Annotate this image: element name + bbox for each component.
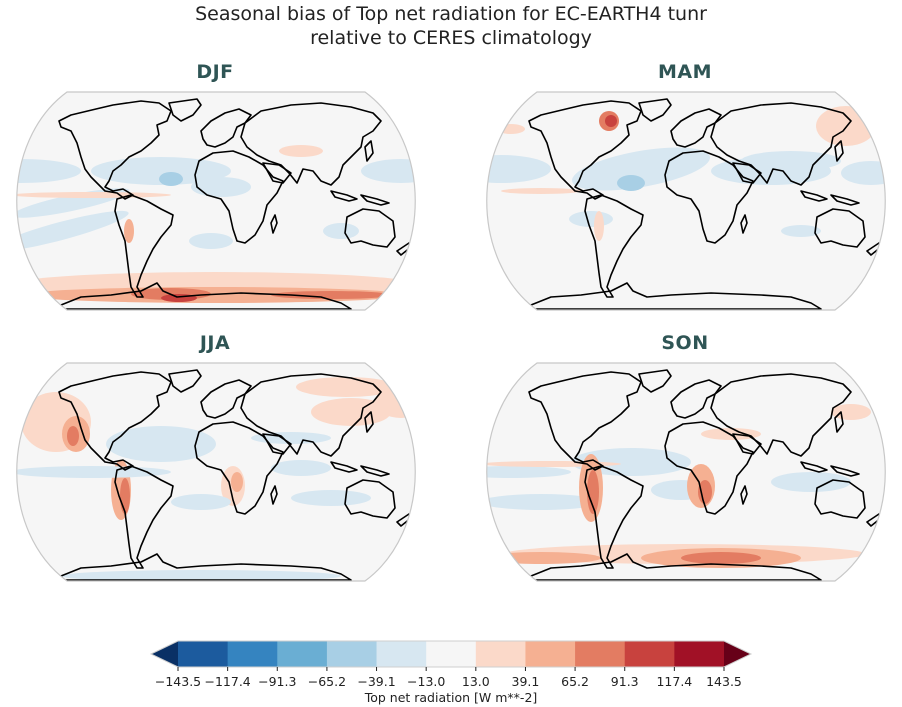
colorbar-tick-label: −91.3 bbox=[258, 674, 297, 689]
figure-title-line-1: Seasonal bias of Top net radiation for E… bbox=[195, 3, 707, 25]
map-panel-son bbox=[471, 362, 901, 582]
panel-title-mam: MAM bbox=[657, 61, 713, 83]
colorbar-tick-label: −143.5 bbox=[154, 674, 202, 689]
colorbar-tick-label: 117.4 bbox=[656, 674, 693, 689]
colorbar-extend-max bbox=[724, 641, 751, 667]
colorbar-tick-label: −13.0 bbox=[407, 674, 446, 689]
panel-title-jja: JJA bbox=[199, 332, 231, 354]
figure-title: Seasonal bias of Top net radiation for E… bbox=[0, 2, 902, 50]
map-panel-djf bbox=[1, 91, 431, 311]
panel-title-djf: DJF bbox=[196, 61, 234, 83]
colorbar-tick-label: 143.5 bbox=[706, 674, 742, 689]
colorbar-tick-label: 13.0 bbox=[461, 674, 490, 689]
colorbar-tick-label: −65.2 bbox=[307, 674, 347, 689]
colorbar-tick-label: −39.1 bbox=[357, 674, 396, 689]
colorbar-tick-label: 91.3 bbox=[610, 674, 639, 689]
colorbar-extend-min bbox=[151, 641, 178, 667]
colorbar bbox=[149, 640, 753, 671]
colorbar-tick-label: 39.1 bbox=[511, 674, 540, 689]
colorbar-label: Top net radiation [W m**-2] bbox=[364, 690, 538, 705]
panel-title-son: SON bbox=[661, 332, 709, 354]
map-panel-mam bbox=[471, 91, 901, 311]
colorbar-tick-label: 65.2 bbox=[561, 674, 589, 689]
figure-title-line-2: relative to CERES climatology bbox=[310, 27, 592, 49]
colorbar-tick-label: −117.4 bbox=[204, 674, 251, 689]
map-panel-jja bbox=[1, 362, 431, 582]
